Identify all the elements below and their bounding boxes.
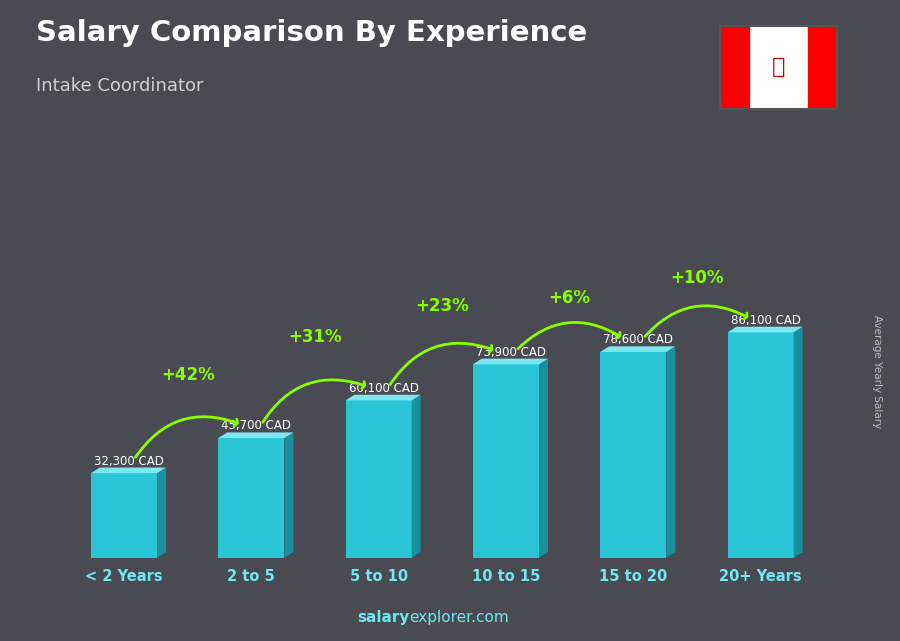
Text: +31%: +31%	[288, 328, 342, 346]
Text: +42%: +42%	[161, 366, 214, 384]
Polygon shape	[91, 473, 158, 558]
Bar	[808, 26, 837, 109]
Polygon shape	[600, 352, 666, 558]
Polygon shape	[91, 467, 166, 473]
Polygon shape	[412, 395, 420, 558]
Polygon shape	[472, 359, 548, 364]
Polygon shape	[218, 438, 284, 558]
Text: 🍁: 🍁	[772, 57, 785, 78]
Text: +10%: +10%	[670, 269, 724, 287]
Text: salary: salary	[357, 610, 410, 625]
Polygon shape	[346, 395, 420, 401]
Polygon shape	[539, 359, 548, 558]
Polygon shape	[600, 346, 675, 352]
Polygon shape	[472, 364, 539, 558]
Text: Salary Comparison By Experience: Salary Comparison By Experience	[36, 19, 587, 47]
Polygon shape	[727, 327, 803, 332]
Text: 32,300 CAD: 32,300 CAD	[94, 454, 164, 467]
Bar	[720, 26, 749, 109]
Text: Average Yearly Salary: Average Yearly Salary	[872, 315, 883, 428]
Polygon shape	[794, 327, 803, 558]
Polygon shape	[346, 401, 412, 558]
Text: +6%: +6%	[549, 289, 590, 307]
Text: 78,600 CAD: 78,600 CAD	[603, 333, 673, 346]
Text: 60,100 CAD: 60,100 CAD	[349, 382, 418, 395]
Text: explorer.com: explorer.com	[410, 610, 509, 625]
Polygon shape	[158, 467, 166, 558]
Text: 45,700 CAD: 45,700 CAD	[221, 419, 292, 433]
Text: +23%: +23%	[416, 297, 469, 315]
Polygon shape	[666, 346, 675, 558]
Polygon shape	[284, 433, 293, 558]
Text: 86,100 CAD: 86,100 CAD	[731, 313, 801, 327]
Polygon shape	[218, 433, 293, 438]
Polygon shape	[727, 332, 794, 558]
Text: Intake Coordinator: Intake Coordinator	[36, 77, 203, 95]
Text: 73,900 CAD: 73,900 CAD	[476, 345, 546, 359]
